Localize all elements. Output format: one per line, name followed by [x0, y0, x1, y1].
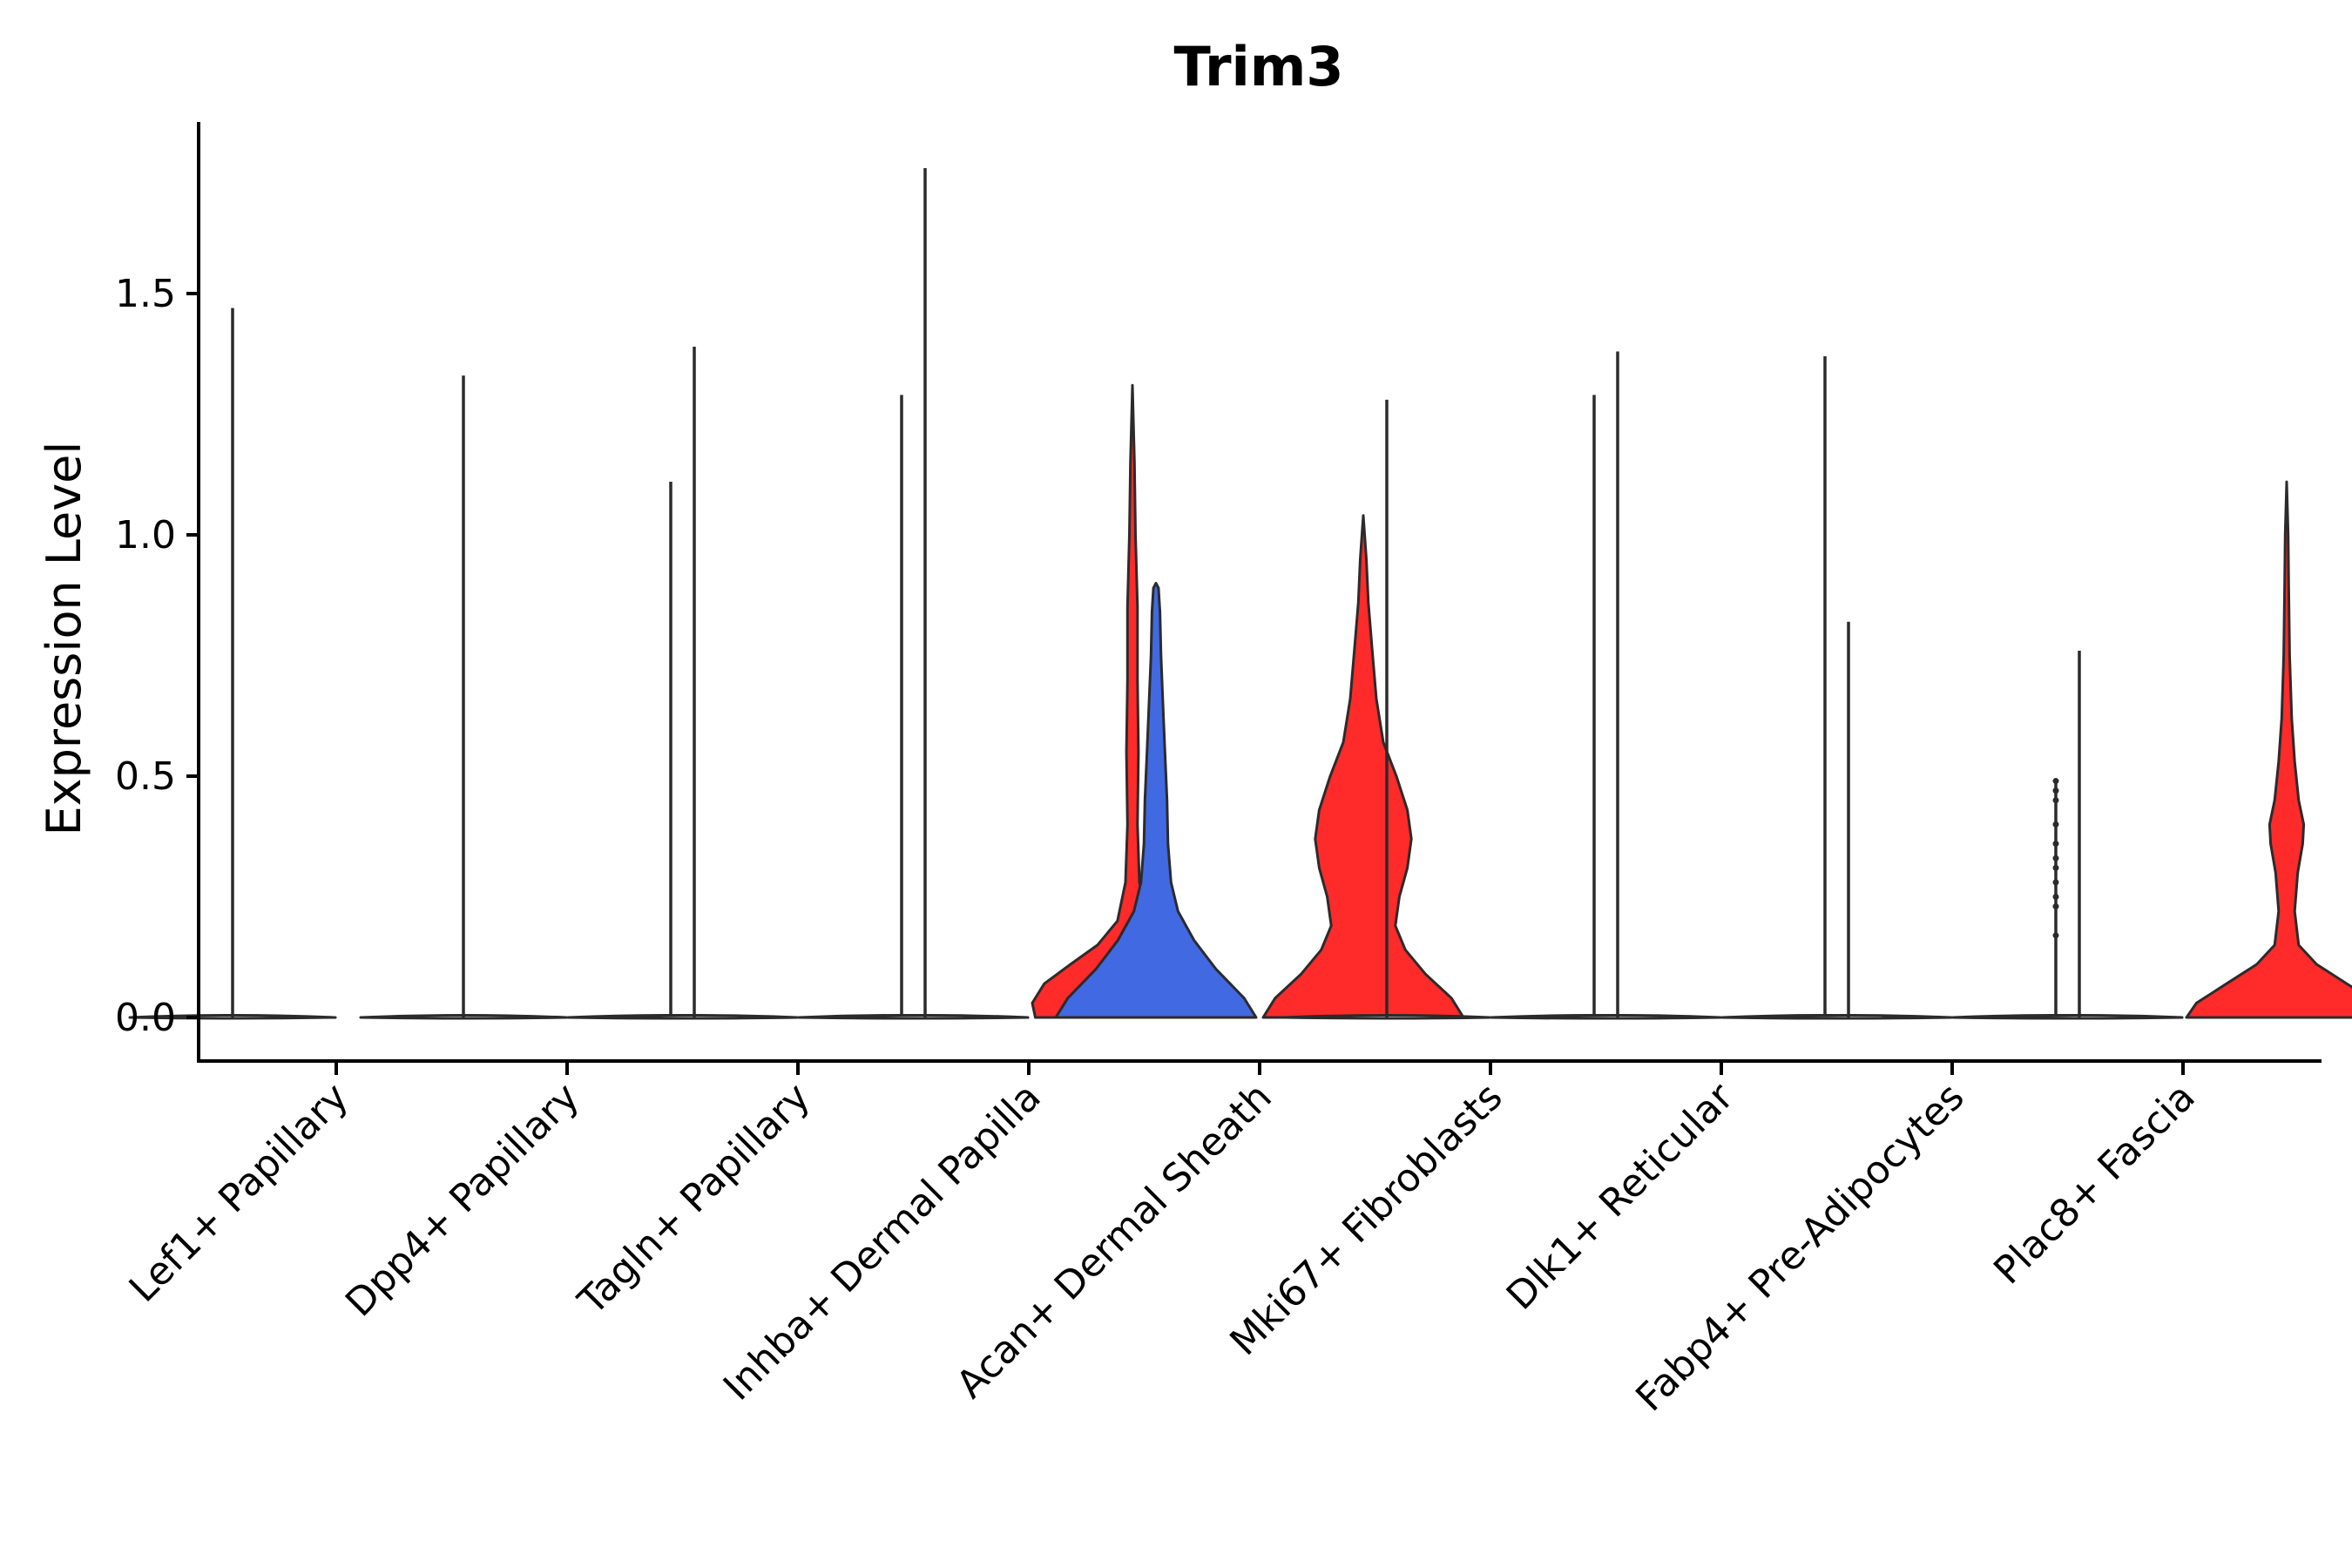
data-point — [2052, 778, 2059, 785]
y-tick-label: 1.0 — [115, 513, 176, 558]
data-point — [2052, 821, 2059, 828]
x-category-label: Plac8+ Fascia — [1985, 1075, 2204, 1294]
violin-shape — [1054, 581, 1258, 1019]
violin-shape — [1261, 514, 1465, 1019]
x-category-label: Dlk1+ Reticular — [1498, 1074, 1743, 1319]
violin-group — [128, 167, 2352, 1020]
x-category-label: Tagln+ Papillary — [570, 1075, 819, 1324]
violin-shape — [2185, 480, 2352, 1019]
data-point — [2052, 932, 2059, 939]
x-category-label: Dpp4+ Papillary — [337, 1075, 588, 1326]
chart-title: Trim3 — [1173, 35, 1343, 98]
data-point — [2052, 797, 2059, 804]
y-ticks: 0.0 0.5 1.0 1.5 — [115, 272, 199, 1040]
y-axis-label: Expression Level — [37, 442, 91, 836]
y-tick-label: 0.0 — [115, 996, 176, 1040]
x-category-label: Lef1+ Papillary — [121, 1075, 357, 1311]
y-tick-label: 1.5 — [115, 272, 176, 316]
data-point — [2052, 787, 2059, 794]
data-point — [2052, 841, 2059, 848]
data-point — [2052, 879, 2059, 886]
data-point — [2052, 903, 2059, 910]
data-point — [2052, 894, 2059, 900]
y-tick-label: 0.5 — [115, 754, 176, 799]
data-point — [2052, 864, 2059, 871]
data-point — [2052, 855, 2059, 862]
